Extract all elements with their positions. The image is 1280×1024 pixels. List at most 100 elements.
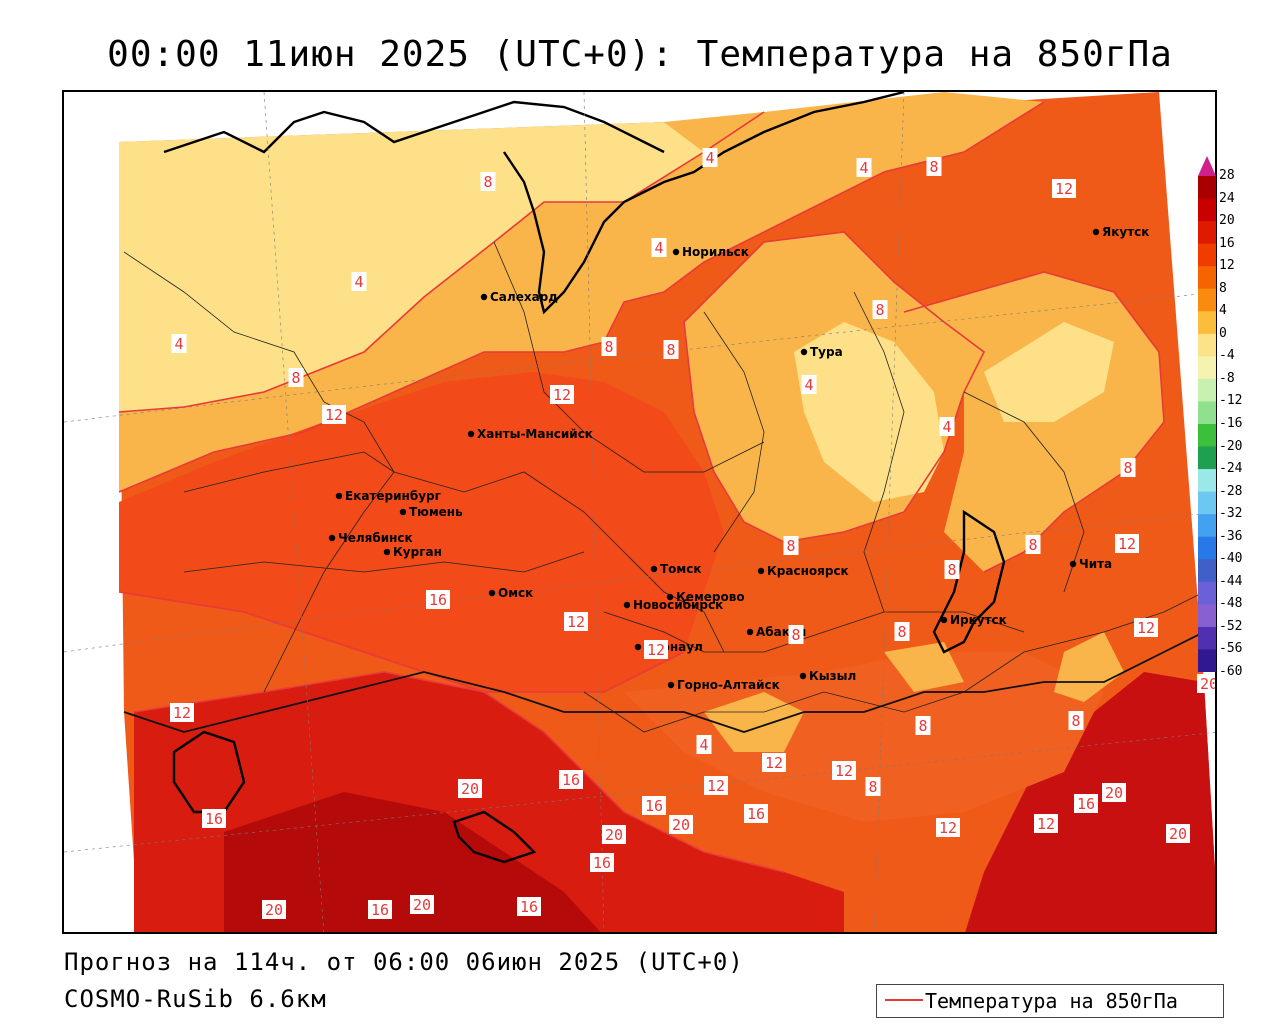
contour-label: 4 — [939, 417, 955, 436]
city-label: Челябинск — [338, 531, 413, 545]
city-dot — [328, 534, 336, 542]
city-marker: Томск — [650, 562, 702, 576]
svg-text:8: 8 — [483, 173, 492, 191]
svg-text:12: 12 — [1037, 815, 1055, 833]
colorbar-tick-label: -24 — [1219, 461, 1243, 477]
east-cool-patch — [984, 322, 1114, 422]
contour-label: 8 — [663, 340, 679, 359]
contour-label: 16 — [744, 804, 768, 823]
svg-text:4: 4 — [942, 418, 951, 436]
colorbar-tick-label: -32 — [1219, 506, 1243, 522]
city-dot — [488, 589, 496, 597]
colorbar-tick-label: 4 — [1219, 303, 1227, 319]
contour-label: 20 — [1102, 783, 1126, 802]
svg-text:12: 12 — [647, 641, 665, 659]
city-label: Тюмень — [409, 505, 463, 519]
colorbar-tick-label: -28 — [1219, 483, 1243, 499]
svg-text:20: 20 — [672, 816, 690, 834]
colorbar-tick-label: -36 — [1219, 528, 1243, 544]
contour-label: 12 — [550, 385, 574, 404]
svg-text:8: 8 — [786, 537, 795, 555]
colorbar-swatch — [1198, 356, 1216, 380]
city-label: Екатеринбург — [345, 489, 441, 503]
city-dot — [335, 492, 343, 500]
contour-label: 4 — [702, 148, 718, 167]
svg-text:12: 12 — [1118, 535, 1136, 553]
city-marker: Ханты-Мансийск — [467, 427, 593, 441]
city-dot — [667, 681, 675, 689]
cool-north-band — [119, 122, 704, 412]
contour-label: 12 — [704, 776, 728, 795]
colorbar-swatch — [1198, 198, 1216, 222]
contour-label: 20 — [1166, 824, 1190, 843]
city-marker: Салехард — [480, 290, 558, 304]
contour-label: 20 — [669, 815, 693, 834]
city-dot — [746, 628, 754, 636]
legend-box: Температура на 850гПа — [876, 984, 1224, 1018]
contour-label: 8 — [1025, 535, 1041, 554]
city-marker: Кемерово — [666, 590, 745, 604]
svg-text:12: 12 — [835, 762, 853, 780]
city-label: Норильск — [682, 245, 749, 259]
city-dot — [666, 593, 674, 601]
svg-text:8: 8 — [929, 158, 938, 176]
svg-text:8: 8 — [666, 341, 675, 359]
colorbar-swatch — [1198, 333, 1216, 357]
colorbar-swatch — [1198, 378, 1216, 402]
colorbar-swatch — [1198, 243, 1216, 267]
svg-text:20: 20 — [1200, 675, 1217, 693]
svg-text:20: 20 — [605, 826, 623, 844]
contour-label: 12 — [1115, 534, 1139, 553]
city-label: Красноярск — [767, 564, 849, 578]
svg-text:12: 12 — [325, 406, 343, 424]
svg-text:20: 20 — [413, 896, 431, 914]
contour-label: 12 — [762, 753, 786, 772]
city-dot — [672, 248, 680, 256]
svg-text:16: 16 — [747, 805, 765, 823]
svg-text:8: 8 — [1123, 459, 1132, 477]
city-label: Тура — [810, 345, 843, 359]
city-dot — [383, 548, 391, 556]
city-label: Якутск — [1102, 225, 1149, 239]
colorbar-swatch — [1198, 559, 1216, 583]
contour-label: 20 — [410, 895, 434, 914]
contour-label: 16 — [590, 853, 614, 872]
city-dot — [623, 601, 631, 609]
svg-text:16: 16 — [371, 901, 389, 919]
colorbar-tick-label: 16 — [1219, 235, 1235, 251]
contour-label: 8 — [480, 172, 496, 191]
city-dot — [800, 348, 808, 356]
contour-label: 8 — [894, 622, 910, 641]
svg-text:12: 12 — [553, 386, 571, 404]
contour-label: 16 — [642, 796, 666, 815]
contour-label: 8 — [1120, 458, 1136, 477]
svg-text:4: 4 — [804, 376, 813, 394]
city-label: Кызыл — [809, 669, 856, 683]
city-marker: Тюмень — [399, 505, 463, 519]
svg-text:8: 8 — [1071, 712, 1080, 730]
colorbar-swatch — [1198, 401, 1216, 425]
city-marker: Чита — [1069, 557, 1112, 571]
colorbar-swatch — [1198, 311, 1216, 335]
colorbar-swatch — [1198, 536, 1216, 560]
svg-text:8: 8 — [291, 369, 300, 387]
city-label: Омск — [498, 586, 533, 600]
svg-text:8: 8 — [875, 301, 884, 319]
svg-text:8: 8 — [868, 778, 877, 796]
city-dot — [634, 643, 642, 651]
contour-label: 12 — [322, 405, 346, 424]
city-dot — [399, 508, 407, 516]
contour-label: 12 — [936, 818, 960, 837]
colorbar-tick-label: -4 — [1219, 348, 1235, 364]
model-text: COSMO-RuSib 6.6км — [64, 985, 327, 1013]
contour-label: 8 — [944, 560, 960, 579]
chart-title: 00:00 11июн 2025 (UTC+0): Температура на… — [107, 34, 1173, 75]
colorbar-swatch — [1198, 288, 1216, 312]
colorbar-tick-label: 0 — [1219, 325, 1227, 341]
city-label: Салехард — [490, 290, 558, 304]
colorbar-swatch — [1198, 626, 1216, 650]
city-label: Новосибирск — [633, 598, 723, 612]
city-marker: Екатеринбург — [335, 489, 441, 503]
svg-text:16: 16 — [429, 591, 447, 609]
city-marker: Красноярск — [757, 564, 849, 578]
